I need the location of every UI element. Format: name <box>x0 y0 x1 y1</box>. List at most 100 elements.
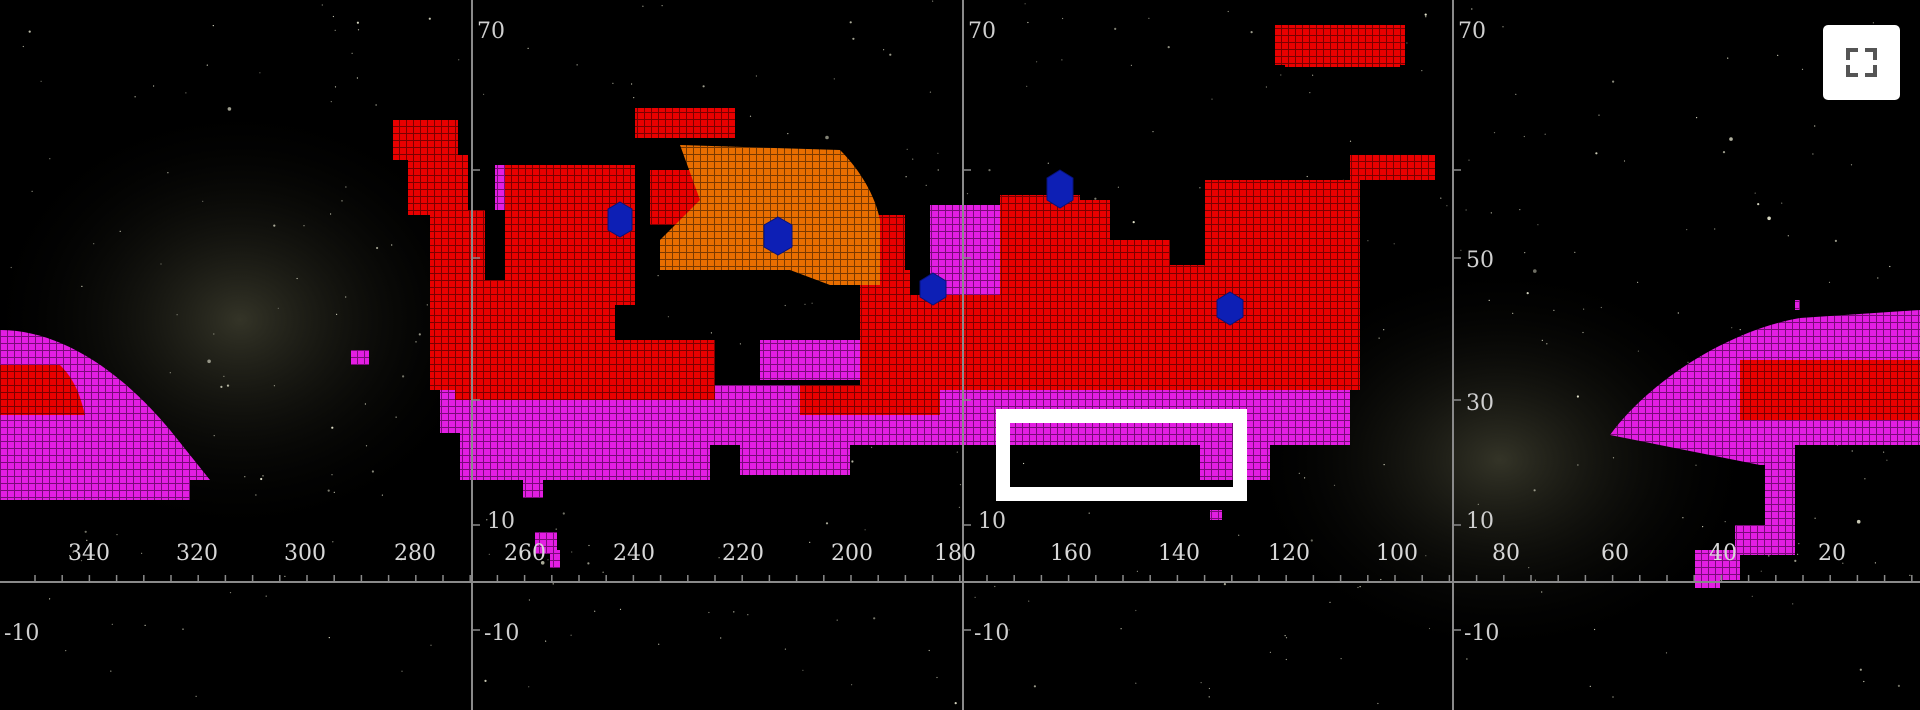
star <box>328 637 330 639</box>
coverage-region <box>800 385 940 415</box>
star <box>1359 586 1361 588</box>
star <box>1333 484 1336 486</box>
ra-label: 180 <box>934 541 976 566</box>
coverage-region <box>1285 45 1400 67</box>
star <box>332 15 334 18</box>
coverage-region <box>550 550 560 568</box>
star <box>1576 395 1579 398</box>
star <box>1028 600 1030 602</box>
star <box>994 585 996 588</box>
star <box>1393 243 1395 245</box>
star <box>1856 519 1861 524</box>
star <box>273 224 276 227</box>
star <box>1682 517 1684 519</box>
star <box>1546 343 1548 345</box>
star <box>1722 151 1726 154</box>
star <box>1533 269 1537 273</box>
star <box>330 213 332 215</box>
star <box>1889 265 1891 268</box>
star <box>936 676 938 679</box>
star <box>849 21 852 24</box>
star <box>141 552 143 554</box>
star <box>1834 239 1837 242</box>
star <box>331 426 334 429</box>
selection-box[interactable] <box>996 409 1247 501</box>
ra-label: 320 <box>176 541 218 566</box>
star <box>227 385 230 387</box>
star <box>612 82 614 84</box>
ra-label: 240 <box>613 541 655 566</box>
star <box>1406 42 1408 44</box>
star <box>1304 477 1306 479</box>
star <box>1285 658 1287 661</box>
star <box>1428 627 1431 630</box>
graticule-ticks <box>34 169 1913 631</box>
star <box>1553 309 1555 311</box>
star <box>333 491 335 493</box>
star <box>1211 98 1213 100</box>
coverage-region <box>1740 360 1920 420</box>
star <box>602 571 604 573</box>
star <box>1130 64 1132 66</box>
star <box>430 644 432 646</box>
star <box>153 85 155 87</box>
star <box>1477 503 1479 505</box>
star <box>1612 457 1615 459</box>
star <box>974 596 976 599</box>
star <box>555 528 557 530</box>
dec-label: 10 <box>1466 509 1494 534</box>
star <box>1425 555 1427 557</box>
star <box>331 474 333 476</box>
star <box>958 506 961 508</box>
star <box>72 551 74 553</box>
star <box>1340 658 1342 660</box>
star <box>1812 153 1814 155</box>
star <box>852 37 855 40</box>
star <box>1582 331 1584 334</box>
ra-label: 260 <box>504 541 546 566</box>
star <box>1421 70 1423 72</box>
star <box>167 172 169 174</box>
star <box>40 80 42 82</box>
fullscreen-icon <box>1846 48 1877 77</box>
star <box>202 200 204 202</box>
star <box>710 332 713 334</box>
star <box>1589 685 1591 687</box>
star <box>262 475 264 477</box>
star <box>1377 702 1379 705</box>
star <box>1850 164 1853 166</box>
star <box>458 59 460 61</box>
coverage-region <box>460 430 710 480</box>
star <box>576 64 578 66</box>
milky-way-glow <box>1240 260 1760 660</box>
star <box>134 96 136 98</box>
star <box>1863 680 1865 683</box>
star <box>1468 159 1470 161</box>
star <box>1760 570 1762 572</box>
star <box>1047 162 1049 164</box>
star <box>1533 489 1536 492</box>
star <box>395 416 397 418</box>
coverage-region <box>523 478 543 498</box>
star <box>802 669 804 671</box>
star <box>1223 583 1226 586</box>
star <box>376 246 379 250</box>
star <box>31 190 33 192</box>
star <box>1696 117 1698 119</box>
star <box>540 561 545 565</box>
star <box>527 47 529 50</box>
star <box>1465 209 1467 211</box>
star <box>929 91 932 93</box>
star <box>1309 92 1311 94</box>
star <box>720 637 722 639</box>
star <box>1312 74 1314 76</box>
star <box>22 45 24 48</box>
fullscreen-button[interactable] <box>1823 25 1900 100</box>
star <box>1583 308 1585 310</box>
star <box>1329 601 1331 604</box>
star <box>1612 696 1614 698</box>
coverage-region <box>535 532 557 554</box>
star <box>1665 652 1668 654</box>
star <box>1460 249 1462 251</box>
